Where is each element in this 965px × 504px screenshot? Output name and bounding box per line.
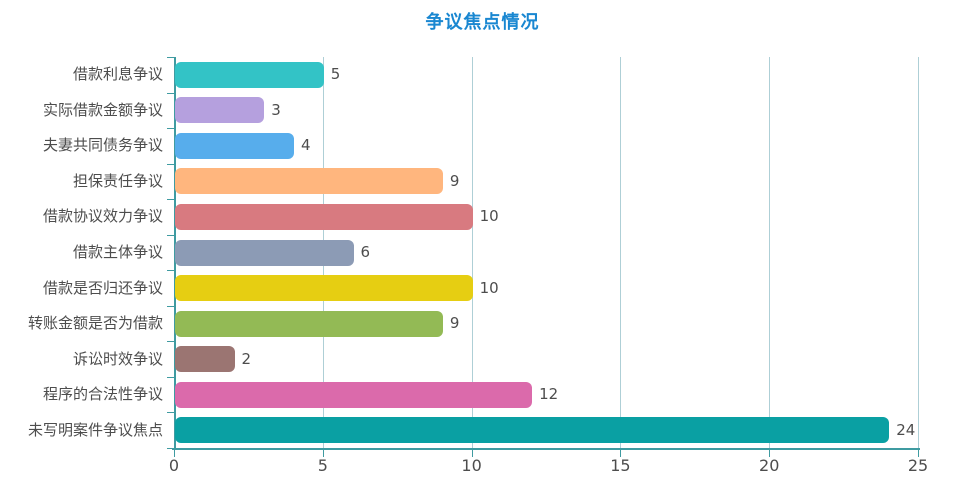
gridline-20: [769, 57, 771, 448]
bar-7: [175, 310, 443, 337]
bar-1: [175, 97, 265, 124]
bar-value-label-6: 10: [479, 278, 499, 297]
y-tick-4: [167, 199, 174, 201]
bar-value-label-8: 2: [241, 349, 252, 368]
category-label-2: 夫妻共同债务争议: [42, 136, 163, 155]
bar-value-label-3: 9: [449, 171, 460, 190]
bar-value-label-1: 3: [271, 100, 281, 119]
bar-row-1: 实际借款金额争议 3: [43, 93, 918, 129]
y-tick-9: [167, 376, 174, 378]
y-tick-7: [167, 305, 174, 307]
category-label-8: 诉讼时效争议: [72, 349, 163, 368]
x-tick-15: [620, 450, 622, 457]
x-tick-label-5: 5: [317, 456, 328, 475]
y-tick-11: [167, 448, 174, 449]
x-tick-5: [322, 450, 324, 457]
bar-5: [175, 239, 354, 266]
category-label-0: 借款利息争议: [72, 65, 163, 84]
bar-value-label-7: 9: [449, 314, 460, 333]
bar-value-label-10: 24: [896, 420, 916, 439]
x-tick-label-20: 20: [759, 456, 780, 475]
category-label-4: 借款协议效力争议: [42, 207, 163, 226]
y-tick-6: [167, 270, 174, 272]
bar-rows: 借款利息争议 5 实际借款金额争议 3 夫妻共同债务争议 4 担保责任争议 9 借款协议效力争议…: [28, 57, 918, 448]
category-label-7: 转账金额是否为借款: [27, 314, 163, 333]
category-label-5: 借款主体争议: [72, 243, 163, 261]
y-tick-5: [167, 234, 174, 236]
bar-row-2: 夫妻共同债务争议 4: [43, 128, 918, 164]
category-label-10: 未写明案件争议焦点: [27, 420, 163, 439]
gridline-15: [620, 57, 622, 448]
bar-9: [175, 381, 533, 408]
y-tick-1: [167, 92, 174, 94]
bar-8: [175, 346, 235, 373]
x-tick-20: [769, 450, 771, 457]
x-tick-10: [471, 450, 473, 457]
bar-6: [175, 275, 473, 302]
bar-value-label-2: 4: [301, 136, 311, 155]
bar-4: [175, 203, 473, 230]
bar-row-6: 借款是否归还争议 10: [43, 270, 918, 306]
x-tick-25: [918, 450, 919, 457]
bar-row-7: 转账金额是否为借款 9: [28, 306, 918, 342]
y-tick-2: [167, 128, 174, 130]
category-label-9: 程序的合法性争议: [42, 385, 163, 404]
bar-row-5: 借款主体争议 6: [73, 235, 918, 271]
category-label-3: 担保责任争议: [72, 171, 163, 190]
gridline-25: [918, 57, 919, 448]
chart-title: 争议焦点情况: [425, 12, 540, 33]
x-tick-label-0: 0: [168, 456, 180, 475]
category-label-6: 借款是否归还争议: [42, 278, 163, 297]
y-tick-8: [167, 341, 174, 343]
x-tick-label-25: 25: [907, 456, 929, 475]
y-tick-10: [167, 412, 174, 414]
bar-value-label-5: 6: [360, 243, 371, 261]
gridline-10: [471, 57, 473, 448]
bar-value-label-4: 10: [479, 207, 499, 226]
bar-row-0: 借款利息争议 5: [73, 57, 918, 93]
bar-row-9: 程序的合法性争议 12: [43, 377, 918, 413]
bar-row-3: 担保责任争议 9: [73, 164, 918, 200]
bar-3: [175, 168, 443, 195]
category-label-1: 实际借款金额争议: [42, 100, 163, 119]
bar-value-label-0: 5: [330, 65, 341, 84]
bar-value-label-9: 12: [539, 385, 559, 404]
x-axis-line: [172, 448, 920, 450]
bar-row-4: 借款协议效力争议 10: [43, 199, 918, 235]
x-tick-label-10: 10: [461, 456, 482, 475]
plot-area: 0 5 10 15 20 25 借款利息争议 5 实际借款金额争议 3 夫妻共同债务争议 4 担保责任…: [28, 57, 928, 474]
bar-row-10: 未写明案件争议焦点 24: [28, 412, 918, 448]
bar-10: [175, 417, 890, 444]
x-tick-0: [174, 450, 175, 457]
y-tick-3: [167, 163, 174, 165]
bar-0: [175, 61, 324, 88]
bar-2: [175, 132, 295, 159]
bar-row-8: 诉讼时效争议 2: [73, 341, 918, 377]
x-tick-label-15: 15: [610, 456, 631, 475]
y-tick-0: [167, 57, 174, 58]
